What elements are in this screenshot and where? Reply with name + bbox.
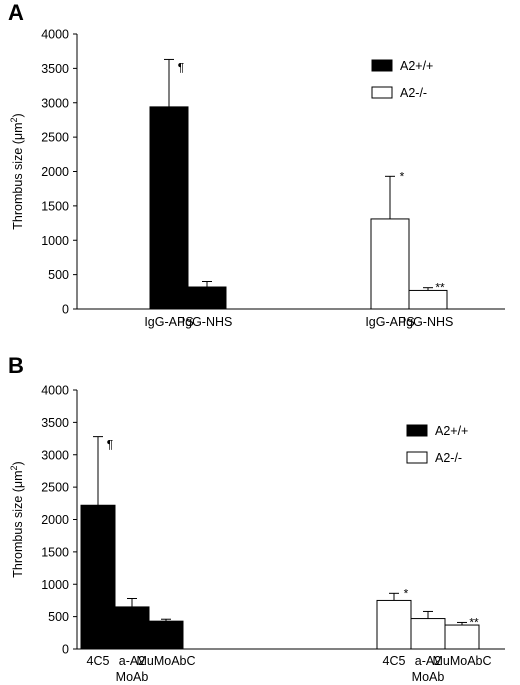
x-category-label: IgG-NHS (182, 315, 233, 329)
panel-label-A: A (8, 0, 24, 25)
y-tick-label: 1000 (41, 234, 69, 248)
y-tick-label: 4000 (41, 28, 69, 42)
y-tick-label: 1500 (41, 545, 69, 559)
y-tick-label: 2000 (41, 513, 69, 527)
y-tick-label: 500 (48, 610, 69, 624)
y-tick-label: 3000 (41, 448, 69, 462)
x-category-label: a-A2 (119, 654, 145, 668)
significance-mark: ¶ (178, 60, 184, 74)
legend-label: A2+/+ (400, 59, 433, 73)
y-tick-label: 2000 (41, 165, 69, 179)
significance-mark: ¶ (107, 438, 113, 452)
y-axis-title: Thrombus size (μm2) (9, 113, 25, 229)
x-group-label: MoAb (412, 670, 445, 684)
y-tick-label: 2500 (41, 481, 69, 495)
bar (148, 620, 184, 650)
y-tick-label: 3000 (41, 96, 69, 110)
y-tick-label: 2500 (41, 131, 69, 145)
y-tick-label: 3500 (41, 62, 69, 76)
significance-mark: ** (469, 615, 479, 629)
legend-label: A2-/- (435, 451, 462, 465)
legend-swatch (371, 86, 393, 99)
significance-mark: ** (435, 281, 445, 295)
y-tick-label: 1000 (41, 578, 69, 592)
legend-swatch (406, 424, 428, 437)
bar (114, 606, 150, 650)
bar (376, 599, 412, 650)
bar (187, 286, 227, 310)
x-category-label: MuMoAbC (432, 654, 491, 668)
legend-label: A2-/- (400, 86, 427, 100)
x-category-label: IgG-APS (365, 315, 414, 329)
bar (80, 504, 116, 650)
bar (370, 218, 410, 310)
x-category-label: 4C5 (87, 654, 110, 668)
x-category-label: IgG-NHS (403, 315, 454, 329)
x-category-label: 4C5 (383, 654, 406, 668)
y-tick-label: 1500 (41, 199, 69, 213)
significance-mark: * (404, 586, 409, 600)
legend-swatch (406, 451, 428, 464)
x-category-label: IgG-APS (144, 315, 193, 329)
legend-label: A2+/+ (435, 424, 468, 438)
x-group-label: MoAb (116, 670, 149, 684)
y-axis-title: Thrombus size (μm2) (9, 461, 25, 577)
significance-mark: * (400, 169, 405, 183)
y-tick-label: 500 (48, 268, 69, 282)
y-tick-label: 3500 (41, 416, 69, 430)
y-tick-label: 0 (62, 643, 69, 657)
legend-swatch (371, 59, 393, 72)
y-tick-label: 0 (62, 303, 69, 317)
bar (149, 106, 189, 310)
bar (410, 618, 446, 650)
y-tick-label: 4000 (41, 384, 69, 398)
x-category-label: a-A2 (415, 654, 441, 668)
panel-label-B: B (8, 353, 24, 378)
x-category-label: MuMoAbC (136, 654, 195, 668)
